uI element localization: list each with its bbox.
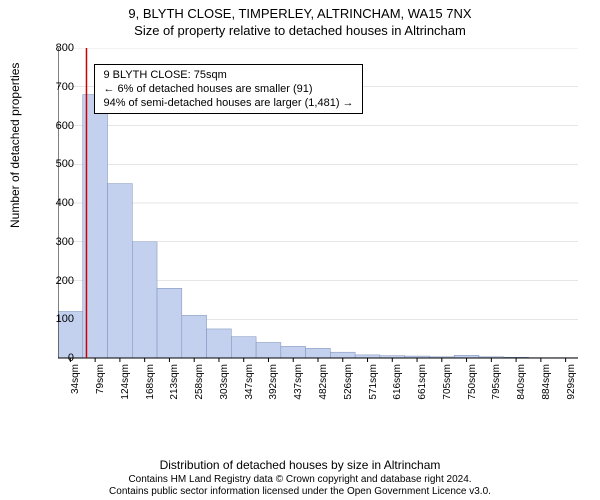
x-tick-label: 571sqm xyxy=(368,364,379,408)
histogram-bar xyxy=(182,315,207,358)
x-tick-label: 34sqm xyxy=(70,364,81,408)
attribution: Contains HM Land Registry data © Crown c… xyxy=(0,474,600,498)
y-tick-label: 700 xyxy=(56,81,74,93)
x-tick-label: 303sqm xyxy=(219,364,230,408)
histogram-bar xyxy=(231,337,256,358)
x-tick-label: 661sqm xyxy=(417,364,428,408)
histogram-bar xyxy=(132,242,157,358)
histogram-bar xyxy=(306,348,331,358)
x-tick-label: 482sqm xyxy=(318,364,329,408)
x-tick-label: 705sqm xyxy=(442,364,453,408)
x-axis-label: Distribution of detached houses by size … xyxy=(0,458,600,472)
y-tick-label: 300 xyxy=(56,236,74,248)
y-tick-label: 500 xyxy=(56,158,74,170)
histogram-bar xyxy=(330,352,355,358)
histogram-bar xyxy=(108,184,133,358)
x-tick-label: 168sqm xyxy=(145,364,156,408)
title-sub: Size of property relative to detached ho… xyxy=(0,21,600,42)
x-tick-label: 795sqm xyxy=(491,364,502,408)
annotation-box: 9 BLYTH CLOSE: 75sqm ← 6% of detached ho… xyxy=(94,64,362,115)
y-axis-label: Number of detached properties xyxy=(8,63,22,228)
title-main: 9, BLYTH CLOSE, TIMPERLEY, ALTRINCHAM, W… xyxy=(0,0,600,21)
x-tick-label: 616sqm xyxy=(392,364,403,408)
x-tick-label: 840sqm xyxy=(516,364,527,408)
attribution-line-2: Contains public sector information licen… xyxy=(0,486,600,498)
histogram-bar xyxy=(256,343,281,359)
histogram-bar xyxy=(281,346,306,358)
x-tick-label: 750sqm xyxy=(467,364,478,408)
annotation-line-3: 94% of semi-detached houses are larger (… xyxy=(103,96,353,110)
annotation-line-2: ← 6% of detached houses are smaller (91) xyxy=(103,82,353,96)
y-tick-label: 800 xyxy=(56,42,74,54)
attribution-line-1: Contains HM Land Registry data © Crown c… xyxy=(0,474,600,486)
histogram-bar xyxy=(157,288,182,358)
chart-area: 9 BLYTH CLOSE: 75sqm ← 6% of detached ho… xyxy=(58,48,578,408)
x-tick-label: 392sqm xyxy=(268,364,279,408)
x-tick-label: 526sqm xyxy=(343,364,354,408)
y-tick-label: 100 xyxy=(56,313,74,325)
x-tick-label: 213sqm xyxy=(169,364,180,408)
x-tick-label: 258sqm xyxy=(194,364,205,408)
x-tick-label: 884sqm xyxy=(541,364,552,408)
y-tick-label: 0 xyxy=(68,352,74,364)
x-tick-label: 929sqm xyxy=(566,364,577,408)
annotation-line-1: 9 BLYTH CLOSE: 75sqm xyxy=(103,68,353,82)
x-tick-label: 124sqm xyxy=(120,364,131,408)
y-tick-label: 600 xyxy=(56,120,74,132)
y-tick-label: 400 xyxy=(56,197,74,209)
x-tick-label: 347sqm xyxy=(244,364,255,408)
histogram-bar xyxy=(207,329,232,358)
x-tick-label: 79sqm xyxy=(95,364,106,408)
x-tick-label: 437sqm xyxy=(293,364,304,408)
y-tick-label: 200 xyxy=(56,275,74,287)
